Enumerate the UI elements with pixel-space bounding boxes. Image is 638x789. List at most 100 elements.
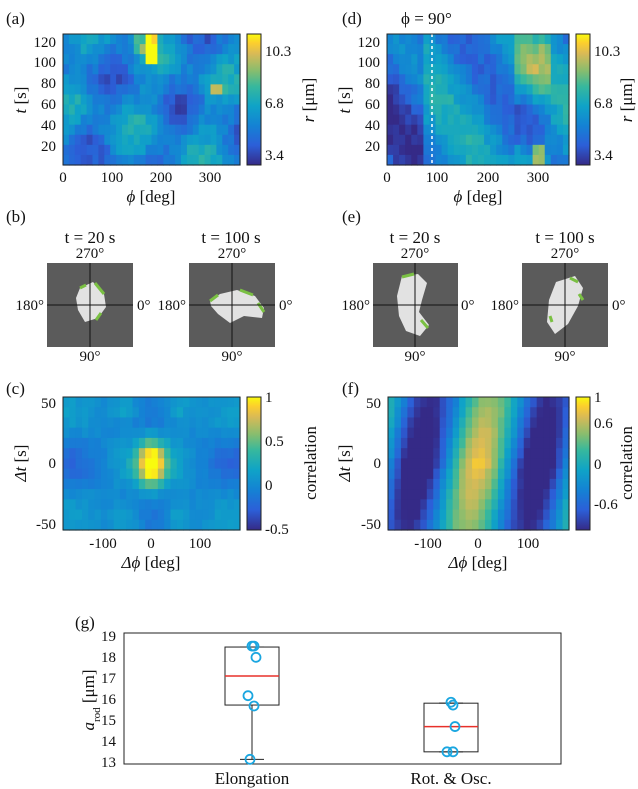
heatmap-cell xyxy=(189,427,197,439)
heatmap-cell xyxy=(393,134,400,146)
heatmap-cell xyxy=(465,509,473,521)
heatmap-cell xyxy=(98,114,105,126)
heatmap-cell xyxy=(189,519,197,531)
heatmap-cell xyxy=(532,124,540,136)
heatmap-cell xyxy=(562,397,570,408)
heatmap-cell xyxy=(517,448,525,459)
xtick-c-100: 100 xyxy=(189,536,212,552)
cbar-label-c: correlation xyxy=(301,426,320,500)
heatmap-cell xyxy=(517,417,525,429)
heatmap-cell xyxy=(92,34,99,45)
heatmap-cell xyxy=(417,144,424,156)
heatmap-cell xyxy=(484,124,491,136)
heatmap-cell xyxy=(151,519,159,531)
heatmap-cell xyxy=(426,468,434,480)
heatmap-cell xyxy=(549,519,557,531)
heatmap-cell xyxy=(122,114,129,126)
heatmap-cell xyxy=(478,519,486,531)
heatmap-cell xyxy=(435,154,443,166)
xlabel-a: ϕ [deg] xyxy=(127,187,176,206)
heatmap-cell xyxy=(204,94,212,106)
heatmap-cell xyxy=(399,74,406,85)
heatmap-cell xyxy=(68,144,76,156)
heatmap-cell xyxy=(151,54,158,65)
heatmap-cell xyxy=(119,489,127,500)
heatmap-cell xyxy=(393,34,400,45)
heatmap-cell xyxy=(433,458,441,470)
heatmap-cell xyxy=(420,437,428,449)
heatmap-cell xyxy=(176,407,184,419)
angle-label-e-left-180: 180° xyxy=(342,298,371,314)
heatmap-cell xyxy=(530,397,538,408)
heatmap-cell xyxy=(164,437,172,449)
heatmap-cell xyxy=(75,458,83,470)
heatmap-cell xyxy=(459,448,467,459)
heatmap-cell xyxy=(107,407,115,419)
heatmap-cell xyxy=(94,509,102,521)
heatmap-cell xyxy=(491,468,499,480)
heatmap-cell xyxy=(562,458,570,470)
heatmap-cell xyxy=(496,84,503,96)
heatmap-cell xyxy=(426,478,434,490)
heatmap-cell xyxy=(233,407,241,419)
heatmap-cell xyxy=(234,154,241,166)
heatmap-cell xyxy=(405,64,412,75)
heatmap-cell xyxy=(447,104,455,116)
heatmap-cell xyxy=(126,478,134,490)
heatmap-cell xyxy=(192,134,200,146)
heatmap-cell xyxy=(183,458,191,470)
heatmap-cell xyxy=(74,54,82,65)
heatmap-cell xyxy=(526,124,534,136)
heatmap-cell xyxy=(387,114,394,126)
heatmap-cell xyxy=(399,44,406,55)
heatmap-cell xyxy=(100,519,108,531)
heatmap-cell xyxy=(426,437,434,449)
heatmap-cell xyxy=(186,64,194,75)
heatmap-cell xyxy=(88,458,96,470)
heatmap-cell xyxy=(387,64,394,75)
heatmap-cell xyxy=(549,448,557,459)
heatmap-cell xyxy=(394,519,402,531)
colorbar-a xyxy=(246,33,262,166)
heatmap-cell xyxy=(202,489,209,500)
heatmap-cell xyxy=(189,458,197,470)
heatmap-cell xyxy=(411,124,418,136)
heatmap-cell xyxy=(100,478,108,490)
heatmap-cell xyxy=(80,134,88,146)
heatmap-cell xyxy=(504,427,512,439)
heatmap-cell xyxy=(151,437,159,449)
heatmap-cell xyxy=(530,448,538,459)
heatmap-cell xyxy=(202,427,209,439)
heatmap-cell xyxy=(508,114,515,126)
heatmap-cell xyxy=(496,124,503,136)
heatmap-cell xyxy=(145,64,153,75)
heatmap-cell xyxy=(234,124,241,136)
heatmap-cell xyxy=(80,124,88,136)
heatmap-cell xyxy=(478,417,486,429)
angle-label-e-right-180: 180° xyxy=(491,298,520,314)
heatmap-cell xyxy=(198,114,206,126)
heatmap-cell xyxy=(80,44,88,55)
cbar-tick-d-low: 3.4 xyxy=(594,148,613,164)
heatmap-cell xyxy=(119,458,127,470)
heatmap-cell xyxy=(189,499,197,511)
heatmap-cell xyxy=(484,417,493,429)
heatmap-cell xyxy=(63,84,70,96)
heatmap-cell xyxy=(417,114,424,126)
heatmap-cell xyxy=(439,509,447,521)
heatmap-cell xyxy=(400,458,408,470)
heatmap-cell xyxy=(228,64,235,75)
heatmap-cell xyxy=(163,54,170,65)
heatmap-cell xyxy=(234,84,241,96)
heatmap-cell xyxy=(439,499,447,511)
heatmap-cell xyxy=(388,478,396,490)
heatmap-cell xyxy=(520,74,528,85)
heatmap-cell xyxy=(176,417,184,429)
heatmap-cell xyxy=(126,489,134,500)
heatmap-cell xyxy=(465,519,473,531)
heatmap-cell xyxy=(446,478,454,490)
heatmap-cell xyxy=(104,54,111,65)
heatmap-cell xyxy=(435,84,443,96)
xtick-d-200: 200 xyxy=(477,170,500,186)
heatmap-cell xyxy=(388,499,396,511)
